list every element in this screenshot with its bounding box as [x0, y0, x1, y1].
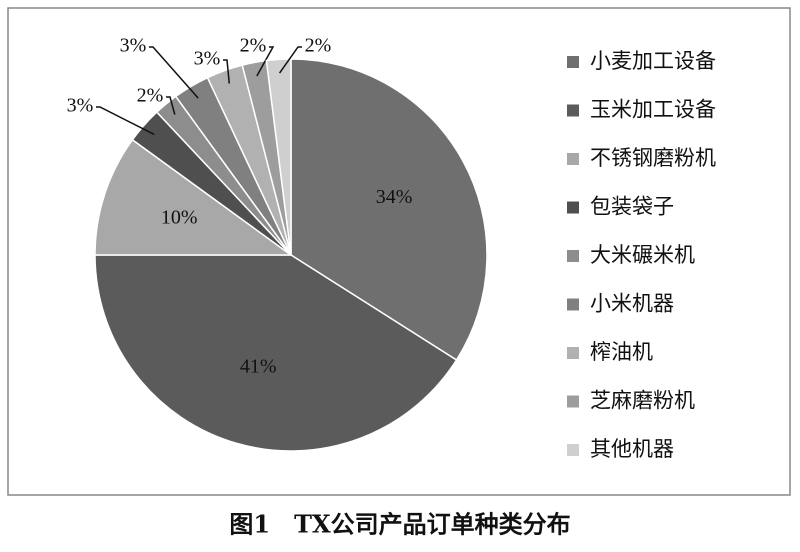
legend-swatch [567, 56, 579, 68]
leader-line [223, 59, 231, 84]
data-label: 3% [120, 35, 147, 57]
legend-label: 包装袋子 [590, 195, 674, 219]
data-label: 2% [305, 35, 332, 57]
leader-line [166, 96, 176, 115]
legend-swatch [567, 201, 579, 214]
data-label: 41% [240, 356, 277, 378]
leader-line [149, 46, 199, 99]
data-label: 3% [67, 95, 94, 117]
legend-label: 小米机器 [590, 292, 674, 316]
legend-swatch [567, 444, 579, 456]
data-label: 34% [376, 186, 413, 208]
legend-swatch [567, 347, 579, 359]
pie-slice [94, 254, 458, 452]
leader-line [256, 46, 275, 77]
legend-label: 其他机器 [590, 437, 674, 461]
leader-line [96, 106, 155, 136]
pie-slice [94, 138, 294, 256]
data-label: 2% [240, 35, 267, 57]
legend-label: 榨油机 [590, 340, 653, 364]
legend-swatch [567, 104, 579, 117]
chart-frame [7, 7, 791, 496]
data-label: 3% [194, 48, 221, 70]
pie-slice [265, 58, 292, 256]
pie-slice [290, 58, 488, 362]
legend-swatch [567, 298, 579, 311]
chart-title: 图1 TX公司产品订单种类分布 [229, 510, 570, 539]
legend-label: 小麦加工设备 [590, 49, 716, 73]
leader-line [278, 46, 302, 74]
legend-label: 不锈钢磨粉机 [590, 146, 716, 170]
data-label: 10% [161, 206, 198, 228]
data-label: 2% [137, 85, 164, 107]
legend-label: 芝麻磨粉机 [590, 389, 695, 413]
legend-swatch [567, 153, 579, 165]
legend-swatch [567, 250, 579, 262]
legend-label: 大米碾米机 [590, 243, 695, 267]
legend-swatch [567, 395, 579, 408]
legend-label: 玉米加工设备 [590, 98, 716, 122]
